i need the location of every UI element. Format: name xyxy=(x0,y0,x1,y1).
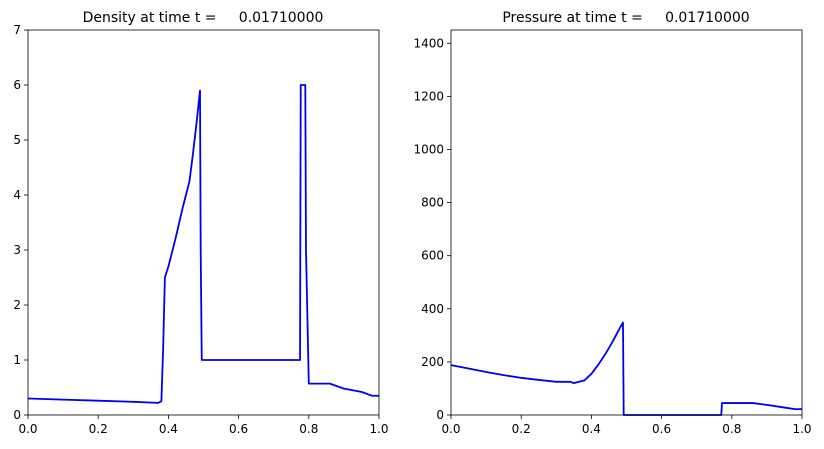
pressure-plot: Pressure at time t = 0.01710000 0.0 0.2 0.… xyxy=(413,10,811,436)
density-title: Density at time t = 0.01710000 xyxy=(83,10,324,26)
density-x-tick-label: 0.4 xyxy=(159,422,178,436)
pressure-y-tick-label: 1000 xyxy=(413,142,444,156)
density-y-tick-label: 3 xyxy=(13,243,21,257)
pressure-ticks: 0.0 0.2 0.4 0.6 0.8 1.0 0 200 400 600 800 1000 1200 1… xyxy=(413,36,811,436)
density-axes-frame xyxy=(27,29,380,416)
pressure-x-tick-label: 0.2 xyxy=(512,422,531,436)
density-y-tick-label: 4 xyxy=(13,188,21,202)
pressure-y-tick-label: 800 xyxy=(421,196,444,210)
density-ticks: 0.0 0.2 0.4 0.6 0.8 1.0 0 1 2 3 4 5 6 7 xyxy=(13,23,388,436)
density-x-tick-label: 1.0 xyxy=(369,422,388,436)
density-x-tick-label: 0.6 xyxy=(229,422,248,436)
pressure-x-tick-label: 1.0 xyxy=(792,422,811,436)
density-series-line xyxy=(27,84,379,404)
density-y-tick-label: 7 xyxy=(13,23,21,37)
density-x-tick-label: 0.2 xyxy=(89,422,108,436)
pressure-y-tick-label: 600 xyxy=(421,249,444,263)
pressure-series-line xyxy=(450,321,802,416)
density-x-tick-label: 0.8 xyxy=(299,422,318,436)
pressure-axes-frame xyxy=(450,29,803,416)
pressure-y-tick-label: 1400 xyxy=(413,36,444,50)
density-plot: Density at time t = 0.01710000 0.0 0.2 0.4… xyxy=(13,10,388,436)
pressure-y-tick-label: 0 xyxy=(436,408,444,422)
pressure-x-tick-label: 0.0 xyxy=(441,422,460,436)
pressure-y-tick-label: 400 xyxy=(421,302,444,316)
pressure-x-tick-label: 0.6 xyxy=(652,422,671,436)
pressure-title: Pressure at time t = 0.01710000 xyxy=(502,10,749,26)
pressure-x-tick-label: 0.8 xyxy=(722,422,741,436)
density-y-tick-label: 2 xyxy=(13,298,21,312)
density-y-tick-label: 5 xyxy=(13,133,21,147)
pressure-x-tick-label: 0.4 xyxy=(582,422,601,436)
density-y-tick-label: 6 xyxy=(13,78,21,92)
density-y-tick-label: 0 xyxy=(13,408,21,422)
pressure-y-tick-label: 200 xyxy=(421,355,444,369)
density-y-tick-label: 1 xyxy=(13,353,21,367)
density-x-tick-label: 0.0 xyxy=(18,422,37,436)
pressure-y-tick-label: 1200 xyxy=(413,89,444,103)
